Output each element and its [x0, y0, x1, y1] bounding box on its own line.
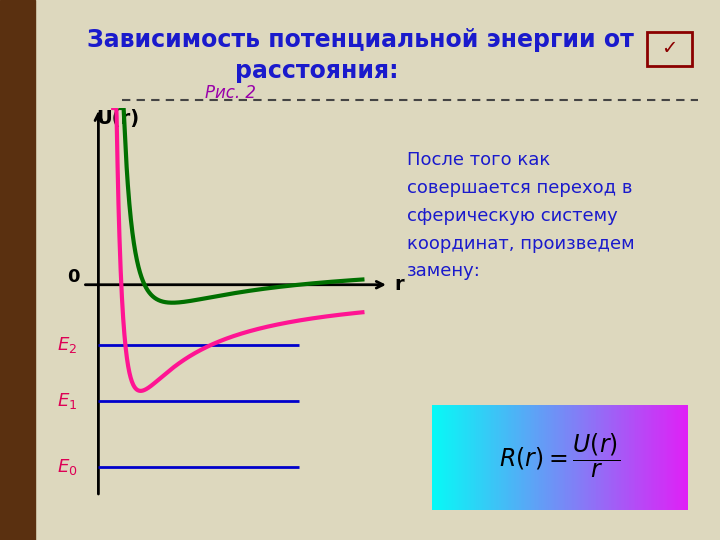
Text: $E_1$: $E_1$ — [57, 391, 77, 411]
Text: r: r — [394, 275, 404, 294]
Text: 0: 0 — [68, 268, 80, 286]
Text: $E_2$: $E_2$ — [57, 335, 77, 355]
Text: U(r): U(r) — [96, 109, 139, 127]
Text: ✓: ✓ — [662, 39, 678, 58]
Text: Зависимость потенциальной энергии от: Зависимость потенциальной энергии от — [86, 29, 634, 52]
Text: Рис. 2: Рис. 2 — [205, 84, 256, 102]
Text: После того как
совершается переход в
сферическую систему
координат, произведем
з: После того как совершается переход в сфе… — [407, 151, 634, 280]
Text: $R(r) = \dfrac{U(r)}{r}$: $R(r) = \dfrac{U(r)}{r}$ — [499, 431, 621, 480]
Text: расстояния:: расстояния: — [235, 59, 399, 83]
Text: $E_0$: $E_0$ — [57, 456, 77, 476]
